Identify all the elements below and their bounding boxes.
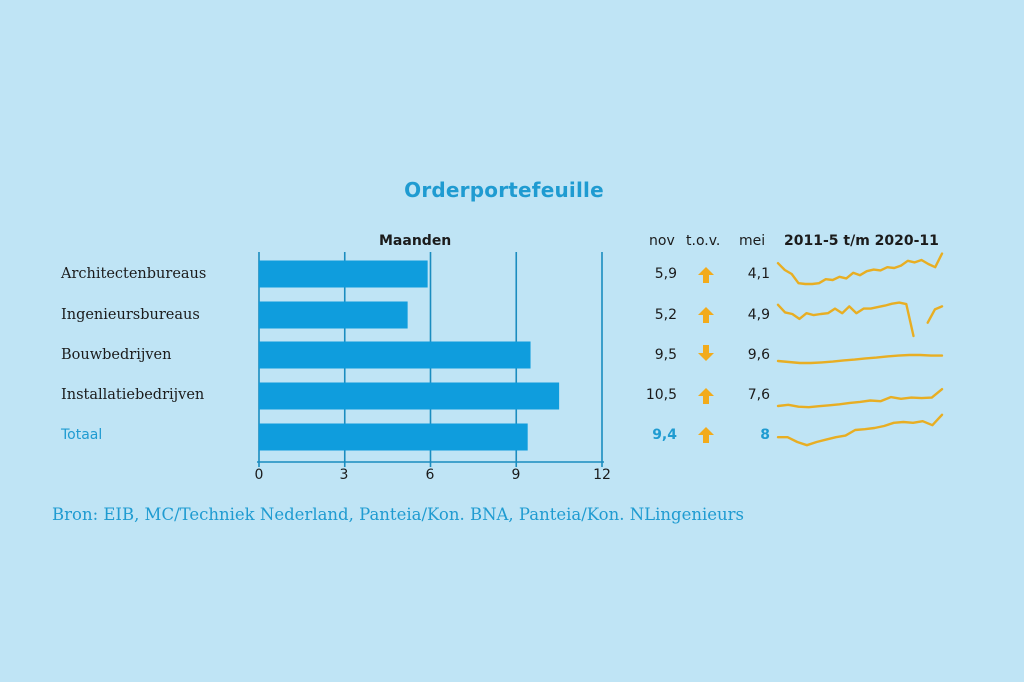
chart-title: Orderportefeuille <box>404 178 604 202</box>
mei-value: 7,6 <box>747 387 770 403</box>
header-period: 2011-5 t/m 2020-11 <box>784 233 939 249</box>
bar <box>259 423 528 451</box>
sparkline <box>776 301 944 338</box>
sparkline-path <box>776 301 915 338</box>
category-label-total: Totaal <box>61 427 103 443</box>
header-tov: t.o.v. <box>686 233 721 249</box>
axis-label-maanden: Maanden <box>379 233 452 249</box>
sparkline-path <box>776 353 944 365</box>
sparkline <box>776 252 944 286</box>
bar <box>259 341 531 369</box>
x-tick-label: 0 <box>254 467 264 483</box>
x-tick-label: 12 <box>593 467 611 483</box>
bar <box>259 382 560 410</box>
category-label: Ingenieursbureaus <box>61 307 200 323</box>
x-tick-label: 6 <box>425 467 435 483</box>
sparkline <box>776 413 944 447</box>
sparkline <box>776 353 944 365</box>
sparkline-path <box>926 305 944 324</box>
source-note: Bron: EIB, MC/Techniek Nederland, Pantei… <box>52 505 745 524</box>
arrow-up-icon <box>698 267 714 283</box>
x-tick-label: 3 <box>339 467 349 483</box>
nov-value: 5,2 <box>654 307 677 323</box>
nov-value: 9,5 <box>654 347 677 363</box>
sparkline <box>776 388 944 409</box>
bar <box>259 260 428 288</box>
header-nov: nov <box>649 233 675 249</box>
mei-value: 4,1 <box>747 266 770 282</box>
arrow-up-icon <box>698 307 714 323</box>
sparkline-path <box>776 252 944 286</box>
header-mei: mei <box>739 233 766 249</box>
nov-value-total: 9,4 <box>652 427 677 443</box>
arrow-up-icon <box>698 388 714 404</box>
sparkline-path <box>776 413 944 447</box>
arrow-up-icon <box>698 427 714 443</box>
bar <box>259 301 408 329</box>
category-label: Bouwbedrijven <box>61 347 172 363</box>
nov-value: 10,5 <box>645 387 677 403</box>
nov-value: 5,9 <box>654 266 677 282</box>
mei-value: 9,6 <box>747 347 770 363</box>
x-tick-label: 9 <box>511 467 521 483</box>
category-label: Architectenbureaus <box>61 266 207 282</box>
sparkline-path <box>776 388 944 409</box>
arrow-down-icon <box>698 345 714 361</box>
mei-value: 4,9 <box>747 307 770 323</box>
mei-value-total: 8 <box>760 427 770 443</box>
category-label: Installatiebedrijven <box>61 387 205 403</box>
